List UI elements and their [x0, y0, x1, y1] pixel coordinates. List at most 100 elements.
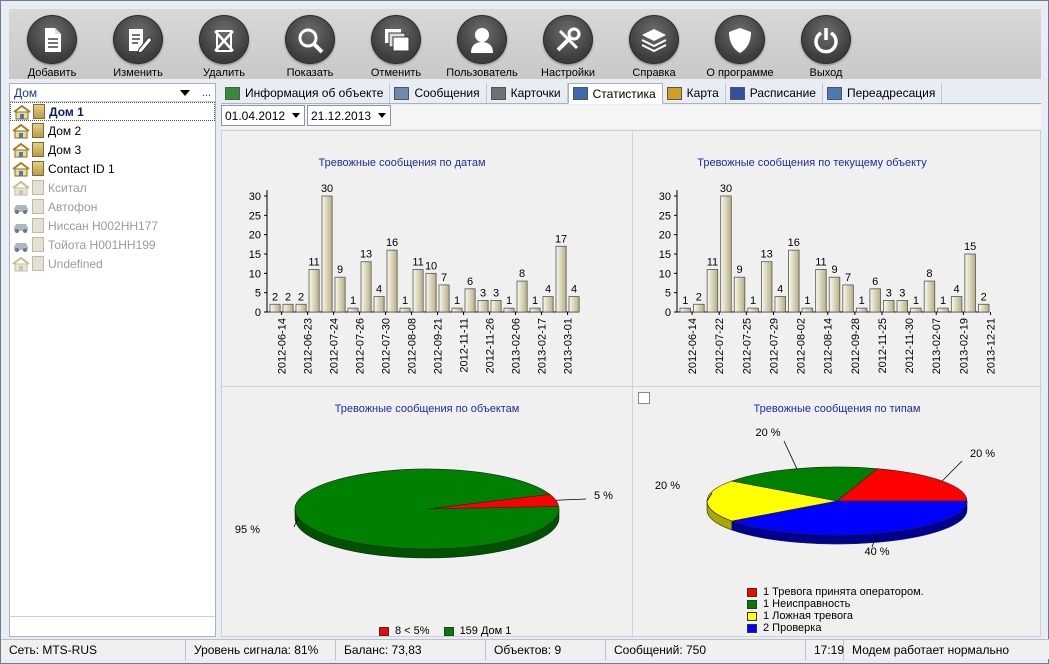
chevron-down-icon[interactable] — [292, 113, 300, 118]
tree-item-label[interactable]: Кситал — [48, 180, 87, 195]
user-icon[interactable] — [457, 15, 507, 64]
status-indicator — [32, 199, 44, 214]
tab-3[interactable]: Карточки — [486, 83, 568, 103]
tree-item[interactable]: Undefined — [10, 254, 215, 273]
toolbar-button-label: Справка — [632, 67, 676, 79]
y-tick-label: 20 — [659, 230, 671, 242]
legend-swatch — [747, 611, 757, 621]
tab-7[interactable]: Переадресация — [822, 83, 943, 103]
tree-item[interactable]: Contact ID 1 — [10, 159, 215, 178]
date-to-picker[interactable]: 21.12.2013 — [307, 105, 391, 126]
x-tick-label: 2012-06-14 — [277, 318, 289, 374]
y-tick-label: 10 — [249, 268, 261, 280]
tree-item[interactable]: Дом 1 — [10, 102, 215, 121]
bar-value-label: 4 — [376, 284, 382, 296]
tree-item-label[interactable]: Дом 1 — [49, 104, 84, 119]
tree-item-label[interactable]: Undefined — [48, 256, 103, 271]
toolbar-shield-button[interactable]: О программе — [697, 9, 783, 79]
toolbar-document-button[interactable]: Добавить — [9, 9, 95, 79]
toolbar-layers-button[interactable]: Справка — [611, 9, 697, 79]
date-to-value[interactable]: 21.12.2013 — [311, 108, 372, 123]
bar-value-label: 4 — [777, 284, 783, 296]
tree-item-label[interactable]: Дом 2 — [48, 123, 82, 138]
house-icon — [12, 161, 30, 176]
toolbar-button-label: Удалить — [203, 67, 245, 79]
date-from-value[interactable]: 01.04.2012 — [225, 108, 286, 123]
toolbar-button-label: Пользователь — [446, 67, 518, 79]
tree-item[interactable]: Дом 2 — [10, 121, 215, 140]
toolbar-windows-button[interactable]: Отменить — [353, 9, 439, 79]
chart-3d-checkbox[interactable] — [638, 392, 650, 404]
tree-item[interactable]: Ниссан Н002НН177 — [10, 216, 215, 235]
bar — [373, 296, 385, 313]
search-icon[interactable] — [285, 15, 335, 64]
bar-value-label: 7 — [441, 272, 447, 284]
date-from-picker[interactable]: 01.04.2012 — [221, 105, 305, 126]
bar — [529, 307, 541, 313]
tree-item[interactable]: Кситал — [10, 178, 215, 197]
x-tick-label: 2013-02-17 — [537, 318, 549, 374]
tab-2[interactable]: Сообщения — [390, 83, 487, 103]
status-objects: Объектов: 9 — [486, 640, 606, 660]
slice-label: 20 % — [655, 480, 680, 492]
x-tick-label: 2012-08-08 — [407, 318, 419, 374]
x-tick-label: 2013-02-19 — [958, 318, 970, 374]
date-range: 01.04.2012 21.12.2013 — [221, 105, 1041, 129]
bar-value-label: 11 — [707, 256, 718, 268]
more-button[interactable]: ... — [201, 86, 211, 99]
chevron-down-icon[interactable] — [179, 89, 190, 96]
tree-item[interactable]: Автофон — [10, 197, 215, 216]
chart-title: Тревожные сообщения по датам — [318, 157, 486, 169]
x-tick-label: 2012-07-29 — [768, 318, 780, 374]
bar-value-label: 16 — [788, 237, 800, 249]
chevron-down-icon[interactable] — [378, 113, 386, 118]
delete-icon[interactable] — [199, 15, 249, 64]
tab-5[interactable]: Карта — [662, 83, 726, 103]
bar-value-label: 4 — [571, 284, 577, 296]
tree-item-label[interactable]: Автофон — [48, 199, 98, 214]
bar-value-label: 10 — [425, 260, 437, 272]
tree-item-label[interactable]: Тойота Н001НН199 — [48, 237, 156, 252]
toolbar-delete-button[interactable]: Удалить — [181, 9, 267, 79]
toolbar-user-button[interactable]: Пользователь — [439, 9, 525, 79]
tree-item[interactable]: Дом 3 — [10, 140, 215, 159]
toolbar: Добавить Изменить Удалить Показать Отменить П… — [9, 9, 1041, 79]
tree-item-label[interactable]: Ниссан Н002НН177 — [48, 218, 159, 233]
tools-icon[interactable] — [543, 15, 593, 64]
document-icon[interactable] — [27, 15, 77, 64]
bar-value-label: 1 — [913, 295, 919, 307]
legend-label: 8 < 5% — [395, 625, 430, 637]
tree-item-label[interactable]: Дом 3 — [48, 142, 82, 157]
shield-icon[interactable] — [715, 15, 765, 64]
legend-entry: 1 Тревога принята оператором. — [747, 586, 924, 598]
windows-icon[interactable] — [371, 15, 421, 64]
slice-label: 5 % — [594, 490, 613, 502]
car-icon — [14, 223, 28, 233]
bar-value-label: 15 — [964, 241, 976, 253]
toolbar-edit-button[interactable]: Изменить — [95, 9, 181, 79]
legend-swatch — [443, 626, 454, 636]
power-icon[interactable] — [801, 15, 851, 64]
splitter-horizontal[interactable] — [222, 386, 1042, 387]
object-group-selector[interactable]: Дом ... — [10, 84, 215, 102]
layers-icon[interactable] — [629, 15, 679, 64]
toolbar-tools-button[interactable]: Настройки — [525, 9, 611, 79]
bar — [308, 269, 320, 313]
tree-item[interactable]: Тойота Н001НН199 — [10, 235, 215, 254]
tab-4[interactable]: Статистика — [567, 83, 663, 104]
chart-legend: 1 Тревога принята оператором. 1 Неисправн… — [747, 586, 924, 634]
edit-icon[interactable] — [113, 15, 163, 64]
tree-item-label[interactable]: Contact ID 1 — [48, 161, 115, 176]
tab-1[interactable]: Информация об объекте — [221, 83, 391, 103]
bar-value-label: 1 — [682, 295, 688, 307]
bar — [706, 269, 719, 313]
pie-slice — [730, 500, 968, 536]
splitter-vertical[interactable] — [632, 131, 633, 638]
toolbar-search-button[interactable]: Показать — [267, 9, 353, 79]
y-tick-label: 15 — [659, 249, 671, 261]
tab-6[interactable]: Расписание — [725, 83, 823, 103]
bar-value-label: 4 — [545, 284, 551, 296]
bar — [321, 195, 333, 313]
toolbar-power-button[interactable]: Выход — [783, 9, 869, 79]
status-modem: Модем работает нормально — [852, 643, 1010, 657]
